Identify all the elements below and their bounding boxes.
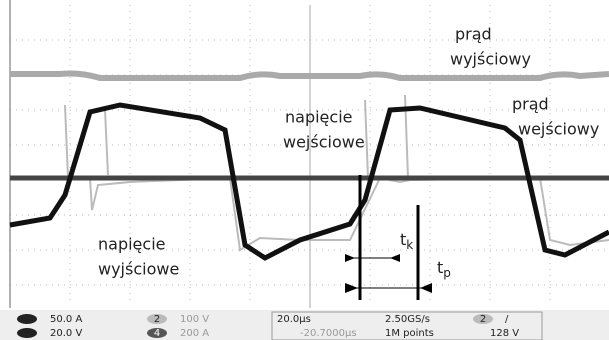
ch-badge (17, 328, 37, 338)
scope-display: prąd wyjściowy prąd wejściowy napięcie w… (0, 0, 609, 340)
screen (0, 0, 609, 310)
label: wejściowe (283, 133, 365, 152)
label: wyjściowy (450, 50, 531, 69)
status-text: -20.7000µs (300, 328, 357, 339)
status-text: 20.0 V (50, 328, 82, 339)
status-text: 50.0 A (50, 314, 82, 325)
label: prąd (455, 25, 492, 44)
status-text: 100 V (180, 314, 209, 325)
label: napięcie (285, 108, 352, 127)
label: wejściowy (518, 120, 599, 139)
status-text: 20.0µs (277, 314, 311, 325)
status-text: 1M points (385, 328, 434, 339)
status-text: 4 (154, 328, 160, 339)
status-text: 2 (154, 314, 160, 325)
label: napięcie (98, 235, 165, 254)
scope-screenshot: prąd wyjściowy prąd wejściowy napięcie w… (0, 0, 609, 340)
ch-badge (17, 314, 37, 324)
status-text: 128 V (490, 328, 519, 339)
status-text: 2 (480, 314, 486, 325)
status-text: 200 A (180, 328, 209, 339)
status-text: 2.50GS/s (385, 314, 430, 325)
label: prąd (512, 95, 549, 114)
label: wyjściowe (98, 260, 179, 279)
